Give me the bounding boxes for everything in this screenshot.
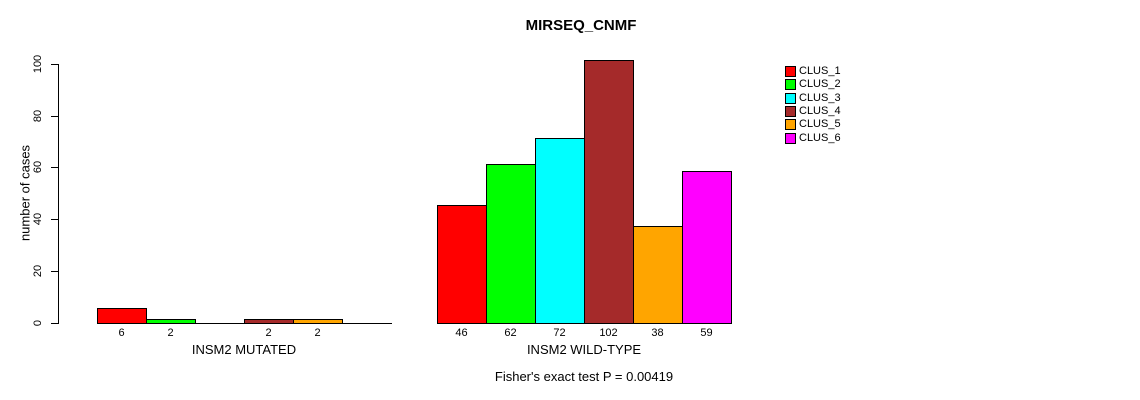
y-axis-tick <box>51 323 58 324</box>
bar-value-label: 72 <box>553 327 566 339</box>
y-axis-title: number of cases <box>17 144 33 242</box>
legend-swatch-clus_4 <box>785 106 796 117</box>
bar-clus_5-group1 <box>293 319 343 324</box>
legend-label-clus_6: CLUS_6 <box>799 132 841 144</box>
bar-clus_6-group2 <box>682 171 732 324</box>
chart-title: MIRSEQ_CNMF <box>525 17 637 34</box>
y-tick-label: 80 <box>32 109 44 123</box>
legend-label-clus_1: CLUS_1 <box>799 65 841 77</box>
bar-value-label: 2 <box>265 327 272 339</box>
legend-swatch-clus_5 <box>785 119 796 130</box>
bar-clus_3-group2 <box>535 138 585 324</box>
legend-swatch-clus_2 <box>785 79 796 90</box>
y-axis-line <box>58 64 59 324</box>
y-tick-label: 40 <box>32 212 44 226</box>
legend-swatch-clus_3 <box>785 93 796 104</box>
legend-label-clus_3: CLUS_3 <box>799 92 841 104</box>
legend-swatch-clus_1 <box>785 66 796 77</box>
x-axis-label-group1: INSM2 MUTATED <box>191 342 297 357</box>
y-tick-label: 100 <box>32 54 44 74</box>
bar-value-label: 46 <box>455 327 468 339</box>
y-axis-tick <box>51 116 58 117</box>
y-tick-label: 0 <box>32 319 44 327</box>
y-axis-tick <box>51 64 58 65</box>
legend-swatch-clus_6 <box>785 133 796 144</box>
bar-value-label: 62 <box>504 327 517 339</box>
legend-label-clus_4: CLUS_4 <box>799 105 841 117</box>
bar-clus_4-group1 <box>244 319 294 324</box>
y-axis-tick <box>51 219 58 220</box>
legend-label-clus_5: CLUS_5 <box>799 118 841 130</box>
bar-clus_2-group1 <box>146 319 196 324</box>
y-tick-label: 60 <box>32 160 44 174</box>
y-axis-tick <box>51 271 58 272</box>
y-tick-label: 20 <box>32 264 44 278</box>
x-axis-label-group2: INSM2 WILD-TYPE <box>526 342 642 357</box>
legend-label-clus_2: CLUS_2 <box>799 78 841 90</box>
bar-value-label: 38 <box>651 327 664 339</box>
bar-clus_5-group2 <box>633 226 683 324</box>
bar-value-label: 2 <box>314 327 321 339</box>
bar-value-label: 6 <box>118 327 125 339</box>
y-axis-tick <box>51 167 58 168</box>
bar-value-label: 2 <box>167 327 174 339</box>
bar-clus_2-group2 <box>486 164 536 324</box>
bar-value-label: 102 <box>599 327 618 339</box>
fisher-test-annotation: Fisher's exact test P = 0.00419 <box>494 369 674 384</box>
bar-clus_4-group2 <box>584 60 634 324</box>
bar-value-label: 59 <box>700 327 713 339</box>
bar-clus_1-group2 <box>437 205 487 324</box>
bar-clus_1-group1 <box>97 308 147 324</box>
